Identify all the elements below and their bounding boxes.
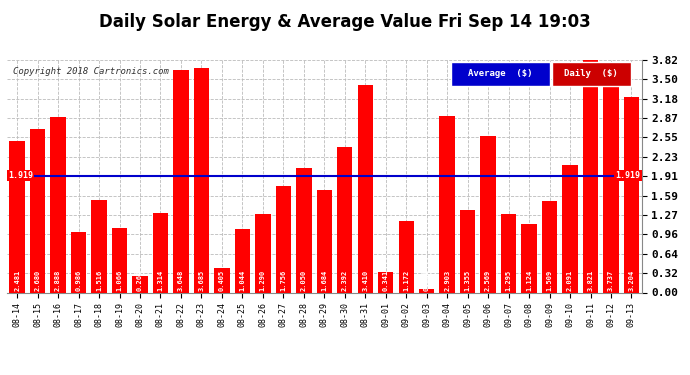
Text: 3.204: 3.204 (629, 270, 635, 291)
Bar (71, 232, 86, 292)
Bar (132, 276, 148, 292)
Bar (112, 228, 127, 292)
Text: 2.050: 2.050 (301, 270, 307, 291)
Bar (50, 117, 66, 292)
FancyBboxPatch shape (551, 62, 631, 86)
Bar (624, 98, 639, 292)
Text: 2.392: 2.392 (342, 270, 348, 291)
Bar (152, 213, 168, 292)
Bar (276, 186, 291, 292)
Bar (235, 229, 250, 292)
Bar (337, 147, 353, 292)
FancyBboxPatch shape (451, 62, 550, 86)
Text: 3.648: 3.648 (178, 270, 184, 291)
Bar (583, 60, 598, 292)
Text: 3.737: 3.737 (608, 270, 614, 291)
Bar (440, 116, 455, 292)
Text: 1.919: 1.919 (8, 171, 33, 180)
Text: 1.290: 1.290 (260, 270, 266, 291)
Text: 1.919: 1.919 (615, 171, 641, 180)
Bar (603, 65, 619, 292)
Text: 0.051: 0.051 (424, 270, 430, 291)
Text: 1.756: 1.756 (280, 270, 286, 291)
Text: 2.888: 2.888 (55, 270, 61, 291)
Bar (480, 136, 496, 292)
Bar (378, 272, 393, 292)
Text: 2.569: 2.569 (485, 270, 491, 291)
Text: 1.355: 1.355 (464, 270, 471, 291)
Text: 1.314: 1.314 (157, 270, 164, 291)
Bar (30, 129, 46, 292)
Text: Average  ($): Average ($) (468, 69, 533, 78)
Bar (10, 141, 25, 292)
Text: 2.903: 2.903 (444, 270, 450, 291)
Bar (194, 68, 209, 292)
Bar (542, 201, 558, 292)
Bar (562, 165, 578, 292)
Bar (357, 85, 373, 292)
Text: 0.341: 0.341 (383, 270, 388, 291)
Text: 0.986: 0.986 (76, 270, 81, 291)
Text: 1.066: 1.066 (117, 270, 123, 291)
Text: 2.091: 2.091 (567, 270, 573, 291)
Bar (399, 221, 414, 292)
Text: 3.821: 3.821 (587, 270, 593, 291)
Text: 2.481: 2.481 (14, 270, 20, 291)
Bar (317, 190, 332, 292)
Bar (255, 214, 270, 292)
Text: Copyright 2018 Cartronics.com: Copyright 2018 Cartronics.com (13, 67, 169, 76)
Text: 1.516: 1.516 (96, 270, 102, 291)
Bar (296, 168, 311, 292)
Bar (91, 200, 107, 292)
Bar (460, 210, 475, 292)
Text: 3.410: 3.410 (362, 270, 368, 291)
Text: 0.265: 0.265 (137, 270, 143, 291)
Text: 1.044: 1.044 (239, 270, 246, 291)
Bar (214, 268, 230, 292)
Text: 1.684: 1.684 (322, 270, 327, 291)
Text: 1.295: 1.295 (506, 270, 511, 291)
Text: Daily Solar Energy & Average Value Fri Sep 14 19:03: Daily Solar Energy & Average Value Fri S… (99, 13, 591, 31)
Bar (501, 214, 516, 292)
Text: 3.685: 3.685 (199, 270, 204, 291)
Bar (419, 290, 435, 292)
Text: 1.509: 1.509 (546, 270, 553, 291)
Text: 2.680: 2.680 (34, 270, 41, 291)
Text: Daily  ($): Daily ($) (564, 69, 618, 78)
Bar (522, 224, 537, 292)
Text: 1.172: 1.172 (403, 270, 409, 291)
Text: 1.124: 1.124 (526, 270, 532, 291)
Bar (173, 70, 188, 292)
Text: 0.405: 0.405 (219, 270, 225, 291)
